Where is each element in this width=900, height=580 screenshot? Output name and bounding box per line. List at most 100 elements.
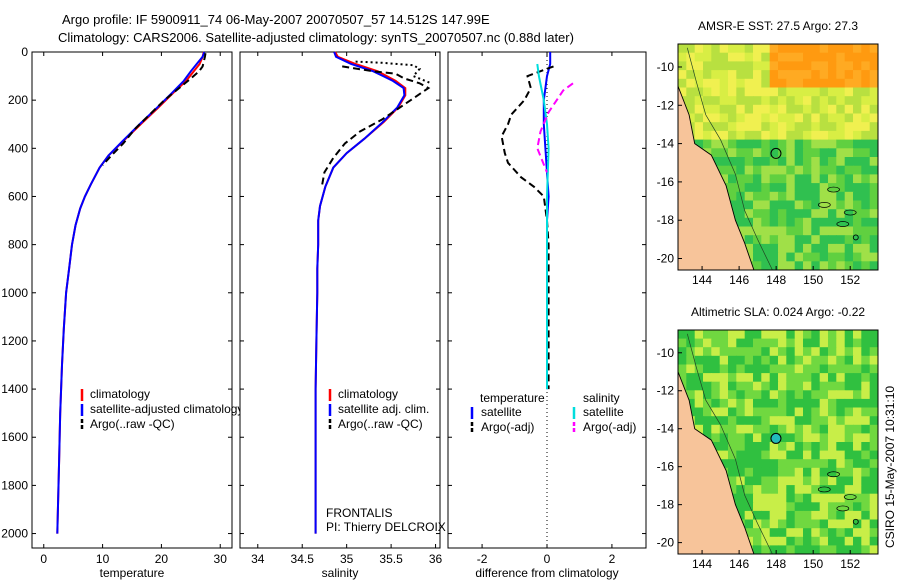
grid-cell — [719, 96, 729, 106]
grid-cell — [786, 519, 796, 529]
grid-cell — [819, 338, 829, 348]
grid-cell — [819, 209, 829, 219]
grid-cell — [786, 104, 796, 115]
grid-cell — [686, 347, 696, 357]
grid-cell — [753, 355, 762, 365]
grid-cell — [794, 226, 804, 236]
grid-cell — [728, 442, 737, 452]
grid-cell — [794, 364, 804, 374]
grid-cell — [736, 165, 746, 175]
grid-cell — [753, 459, 762, 469]
grid-cell — [711, 148, 721, 158]
grid-cell — [711, 424, 721, 434]
grid-cell — [769, 390, 779, 400]
grid-cell — [761, 61, 771, 71]
grid-cell — [753, 122, 762, 132]
grid-cell — [794, 433, 804, 443]
grid-cell — [736, 70, 746, 80]
grid-cell — [844, 174, 854, 184]
grid-cell — [786, 226, 796, 236]
grid-cell — [836, 70, 846, 80]
grid-cell — [719, 70, 729, 80]
grid-cell — [786, 70, 796, 80]
grid-cell — [778, 174, 787, 184]
grid-cell — [811, 528, 821, 538]
grid-cell — [803, 139, 812, 149]
grid-cell — [753, 476, 762, 486]
grid-cell — [861, 355, 871, 365]
grid-cell — [811, 502, 821, 512]
grid-cell — [811, 174, 821, 184]
map-sst_map: AMSR-E SST: 27.5 Argo: 27.3 144 146 148 150 1… — [657, 19, 879, 287]
grid-cell — [803, 243, 812, 254]
grid-cell — [719, 130, 729, 141]
grid-cell — [819, 261, 829, 270]
grid-cell — [836, 467, 846, 477]
grid-cell — [778, 390, 787, 400]
grid-cell — [761, 493, 771, 503]
grid-cell — [861, 519, 871, 529]
grid-cell — [861, 467, 871, 477]
grid-cell — [794, 209, 804, 219]
grid-cell — [803, 355, 812, 365]
grid-cell — [836, 261, 846, 270]
grid-cell — [786, 398, 796, 409]
grid-cell — [819, 545, 829, 554]
grid-cell — [836, 148, 846, 158]
grid-cell — [836, 442, 846, 452]
grid-cell — [853, 87, 862, 97]
grid-cell — [736, 442, 746, 452]
grid-cell — [861, 113, 871, 123]
grid-cell — [686, 330, 696, 340]
profile-panels: 0 10 20 30020040060080010001200140016001800… — [1, 45, 647, 580]
y-tick-label: 1000 — [1, 286, 28, 300]
grid-cell — [836, 209, 846, 219]
grid-cell — [744, 217, 754, 228]
grid-cell — [761, 424, 771, 434]
grid-cell — [861, 61, 871, 71]
grid-cell — [719, 424, 729, 434]
grid-cell — [744, 502, 754, 512]
grid-cell — [753, 536, 762, 546]
grid-cell — [844, 493, 854, 503]
grid-cell — [761, 416, 771, 426]
grid-cell — [728, 70, 737, 80]
x-tick-label: 144 — [692, 557, 712, 571]
grid-cell — [728, 44, 737, 54]
grid-cell — [711, 433, 721, 443]
grid-cell — [786, 373, 796, 383]
grid-cell — [803, 536, 812, 546]
grid-cell — [694, 338, 704, 348]
grid-cell — [769, 217, 779, 228]
grid-cell — [719, 442, 729, 452]
x-tick-label: 30 — [214, 552, 228, 566]
grid-cell — [753, 330, 762, 340]
grid-cell — [778, 96, 787, 106]
grid-cell — [719, 407, 729, 417]
grid-cell — [819, 459, 829, 469]
grid-cell — [786, 390, 796, 400]
grid-cell — [836, 398, 846, 409]
grid-cell — [786, 476, 796, 486]
grid-cell — [786, 493, 796, 503]
grid-cell — [744, 104, 754, 115]
grid-cell — [844, 398, 854, 409]
grid-cell — [844, 96, 854, 106]
grid-cell — [744, 442, 754, 452]
grid-cell — [736, 217, 746, 228]
grid-cell — [819, 235, 829, 245]
grid-cell — [744, 528, 754, 538]
grid-cell — [711, 416, 721, 426]
grid-cell — [753, 407, 762, 417]
x-tick-label: 35.5 — [379, 552, 403, 566]
grid-cell — [753, 113, 762, 123]
grid-cell — [694, 61, 704, 71]
grid-cell — [703, 347, 712, 357]
grid-cell — [836, 174, 846, 184]
grid-cell — [711, 122, 721, 132]
grid-cell — [761, 390, 771, 400]
grid-cell — [786, 87, 796, 97]
grid-cell — [836, 424, 846, 434]
grid-cell — [728, 139, 737, 149]
